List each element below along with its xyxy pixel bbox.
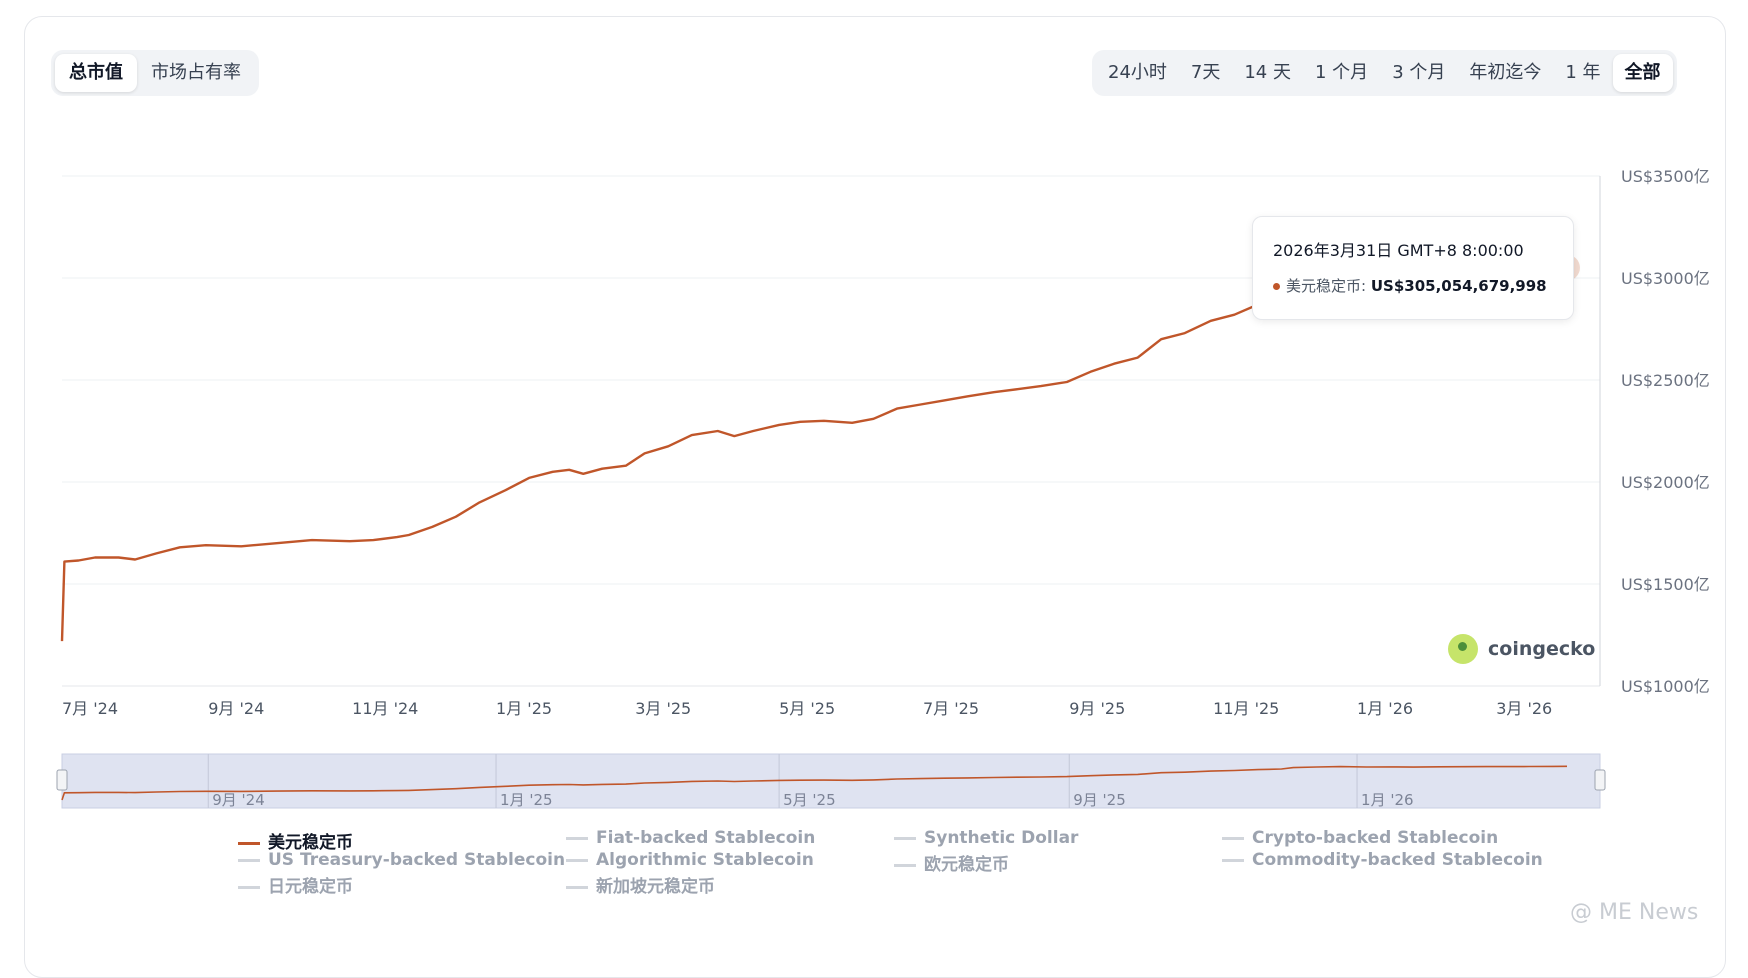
y-tick-label: US$3500亿 (1621, 167, 1710, 186)
tooltip-series-label: 美元稳定币: (1286, 277, 1367, 295)
x-tick-label: 5月 '25 (779, 699, 835, 718)
watermark: @ ME News (1570, 900, 1699, 925)
x-tick-label: 11月 '24 (352, 699, 418, 718)
time-range-tabs: 24小时 7天 14 天 1 个月 3 个月 年初迄今 1 年 全部 (1092, 50, 1677, 96)
legend-item-sgd-stablecoin[interactable]: 新加坡元稳定币 (566, 872, 715, 897)
x-tick-label: 1月 '25 (496, 699, 552, 718)
legend-label: Crypto-backed Stablecoin (1252, 828, 1499, 848)
legend-swatch-icon (1222, 858, 1244, 862)
coingecko-logo: coingecko (1448, 634, 1595, 664)
y-tick-label: US$1500亿 (1621, 575, 1710, 594)
legend-label: Algorithmic Stablecoin (596, 850, 814, 870)
navigator-tick-label: 9月 '24 (212, 791, 265, 809)
legend-label: 欧元稳定币 (924, 855, 1009, 875)
tooltip-row: 美元稳定币: US$305,054,679,998 (1273, 275, 1553, 296)
tooltip-date: 2026年3月31日 GMT+8 8:00:00 (1273, 241, 1524, 260)
navigator-tick-label: 9月 '25 (1073, 791, 1126, 809)
navigator-left-handle[interactable] (56, 769, 68, 791)
range-tab-24h[interactable]: 24小时 (1108, 62, 1167, 83)
legend-item-eur-stablecoin[interactable]: 欧元稳定币 (894, 850, 1009, 875)
range-tab-1y[interactable]: 1 年 (1565, 62, 1601, 83)
navigator-series-line (61, 765, 1568, 801)
range-tab-ytd[interactable]: 年初迄今 (1469, 62, 1542, 83)
legend-swatch-icon (566, 858, 588, 862)
legend-label: Synthetic Dollar (924, 828, 1079, 848)
legend-label: Commodity-backed Stablecoin (1252, 850, 1543, 870)
range-tab-3m[interactable]: 3 个月 (1392, 62, 1446, 83)
navigator-tick-label: 5月 '25 (783, 791, 836, 809)
market-cap-chart[interactable]: US$1000亿 US$1500亿 US$2000亿 US$2500亿 US$3000亿… (0, 0, 1748, 942)
x-tick-label: 7月 '24 (62, 699, 118, 718)
x-tick-label: 3月 '26 (1496, 699, 1552, 718)
legend-item-jpy-stablecoin[interactable]: 日元稳定币 (238, 872, 353, 897)
tab-total-market-cap[interactable]: 总市值 (55, 54, 137, 92)
legend-item-us-treasury-backed[interactable]: US Treasury-backed Stablecoin (238, 850, 565, 870)
legend-label: 美元稳定币 (268, 833, 353, 853)
legend-label: US Treasury-backed Stablecoin (268, 850, 566, 870)
navigator-tick-label: 1月 '25 (500, 791, 553, 809)
legend-label: 新加坡元稳定币 (596, 877, 715, 897)
navigator-background (61, 753, 1601, 809)
legend-swatch-icon (894, 836, 916, 840)
legend-swatch-icon (238, 841, 260, 845)
y-tick-label: US$1000亿 (1621, 677, 1710, 696)
x-tick-label: 9月 '24 (208, 699, 264, 718)
series-lines (60, 266, 1568, 642)
legend-swatch-icon (566, 885, 588, 889)
series-line-usd-stablecoin (60, 266, 1568, 642)
y-tick-label: US$2000亿 (1621, 473, 1710, 492)
legend-item-commodity-backed[interactable]: Commodity-backed Stablecoin (1222, 850, 1543, 870)
navigator-right-handle[interactable] (1594, 769, 1606, 791)
legend-label: 日元稳定币 (268, 877, 353, 897)
range-tab-all[interactable]: 全部 (1612, 54, 1673, 92)
legend-swatch-icon (566, 836, 588, 840)
logo-text: coingecko (1488, 638, 1596, 660)
metric-tabs: 总市值 市场占有率 (51, 50, 259, 96)
range-tab-14d[interactable]: 14 天 (1244, 62, 1291, 83)
gecko-icon (1448, 634, 1478, 664)
legend-swatch-icon (238, 885, 260, 889)
tooltip-value: US$305,054,679,998 (1370, 277, 1547, 295)
y-axis-ticks: US$1000亿 US$1500亿 US$2000亿 US$2500亿 US$3000亿… (1621, 167, 1710, 696)
x-axis-ticks: 7月 '24 9月 '24 11月 '24 1月 '25 3月 '25 5月 '25 7月 … (62, 699, 1552, 718)
range-tab-7d[interactable]: 7天 (1190, 62, 1221, 83)
legend-swatch-icon (238, 858, 260, 862)
y-tick-label: US$3000亿 (1621, 269, 1710, 288)
legend-item-crypto-backed[interactable]: Crypto-backed Stablecoin (1222, 828, 1498, 848)
tab-market-share[interactable]: 市场占有率 (151, 62, 241, 83)
x-tick-label: 1月 '26 (1357, 699, 1413, 718)
legend-item-synthetic-dollar[interactable]: Synthetic Dollar (894, 828, 1078, 848)
x-tick-label: 11月 '25 (1213, 699, 1279, 718)
y-tick-label: US$2500亿 (1621, 371, 1710, 390)
chart-tooltip: 2026年3月31日 GMT+8 8:00:00 美元稳定币: US$305,0… (1252, 216, 1574, 320)
range-tab-1m[interactable]: 1 个月 (1315, 62, 1369, 83)
x-tick-label: 9月 '25 (1069, 699, 1125, 718)
legend-swatch-icon (1222, 836, 1244, 840)
legend-item-algorithmic[interactable]: Algorithmic Stablecoin (566, 850, 814, 870)
legend-item-usd-stablecoin[interactable]: 美元稳定币 (238, 828, 353, 853)
legend-swatch-icon (894, 863, 916, 867)
range-navigator: 9月 '24 1月 '25 5月 '25 9月 '25 1月 '26 (56, 753, 1606, 809)
legend-label: Fiat-backed Stablecoin (596, 828, 816, 848)
legend-item-fiat-backed[interactable]: Fiat-backed Stablecoin (566, 828, 815, 848)
x-tick-label: 7月 '25 (923, 699, 979, 718)
navigator-tick-label: 1月 '26 (1361, 791, 1414, 809)
x-tick-label: 3月 '25 (635, 699, 691, 718)
series-dot-icon (1273, 283, 1280, 290)
